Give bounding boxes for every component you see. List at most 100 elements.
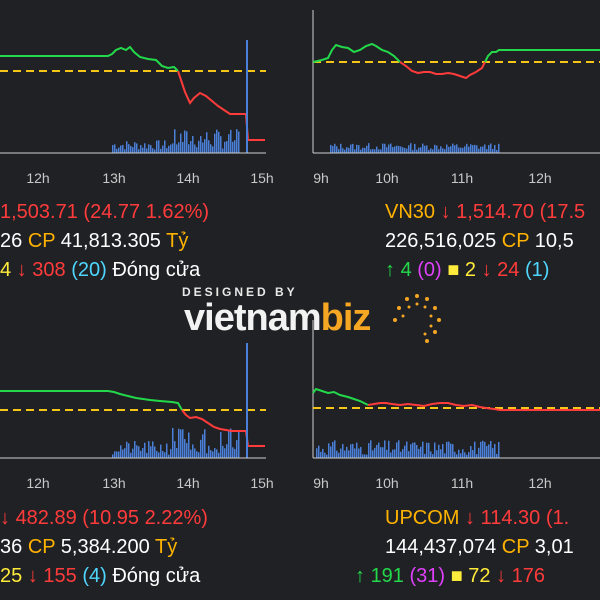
volume-bar [414,442,416,458]
square-icon: ■ [450,565,463,587]
down-count: 308 [32,259,66,281]
volume-bar [164,140,166,153]
volume-bar [364,454,366,458]
volume-bar [382,143,384,153]
volume-bar [406,148,408,153]
volume-bar [172,427,174,458]
tick-label: 11h [451,170,473,186]
price-line-down [181,409,265,447]
volume-bar [186,443,188,458]
volume-bar [326,454,328,458]
volume-bar [466,454,468,458]
volume-bar [232,141,234,153]
volume-bar [416,445,418,458]
ceiling-count: (31) [409,565,446,587]
volume-bar [496,149,498,153]
volume-bar [358,145,360,153]
volume-bar [424,145,426,153]
volume-bar [484,144,486,153]
volume-bar [162,145,164,153]
volume-bar [322,448,324,458]
volume-bar [202,434,204,458]
volume-bar [170,449,172,458]
volume-bar [144,143,146,153]
tick-label: 14h [176,170,199,186]
tick-label: 13h [102,170,125,186]
price-line-up [0,45,179,72]
volume-bar [220,432,222,458]
volume-bar [236,129,238,153]
volume-bar [442,444,444,458]
volume-bar [380,149,382,153]
volume-bar [488,444,490,458]
down-arrow-icon: ↓ [496,565,507,587]
volume-bar [430,451,432,458]
volume-bar [386,449,388,458]
volume-bar [402,147,404,153]
volume-bar [356,144,358,153]
volume-bar [216,129,218,153]
tick-label: 13h [102,475,125,491]
floor-count: (4) [82,565,107,587]
volume-bar [388,440,390,458]
volume-bar [346,446,348,458]
volume-bar [370,149,372,153]
volume-bar [206,453,208,458]
index-line: 1,503.71 (24.77 1.62%) [0,200,209,224]
volume-bar [438,149,440,153]
volume-bar [422,441,424,458]
volume-bar [458,147,460,153]
volume-bar [132,147,134,153]
ref-count: 72 [468,565,491,587]
volume-bar [360,149,362,153]
volume-bar [184,130,186,153]
down-count: 176 [511,565,546,587]
volume-bar [400,146,402,153]
volume-bar [138,149,140,153]
volume-bar [200,439,202,458]
volume-bar [118,147,120,153]
volume-bar [490,143,492,153]
volume-line: 26 CP 41,813.305 Tỷ [0,229,188,253]
volume-bar [418,147,420,153]
volume-line: 36 CP 5,384.200 Tỷ [0,535,177,559]
volume-bar [202,142,204,153]
volume-bar [410,143,412,153]
volume-bar [474,441,476,458]
index-value: 114.30 [480,507,541,529]
volume-bar [142,147,144,153]
volume-bar [408,451,410,458]
volume-bar [208,445,210,458]
watermark-brand: vietnambiz [184,297,371,340]
volume-bar [212,451,214,458]
watermark-logo: DESIGNED BY vietnambiz [182,285,441,355]
ceiling-count: (0) [417,259,442,281]
volume-bar [390,143,392,153]
volume-bar [152,148,154,153]
volume-bar [452,444,454,458]
volume-bar [126,141,128,153]
volume-bar [188,144,190,153]
volume-bar [468,452,470,458]
volume-bar [324,452,326,458]
volume-bar [420,147,422,153]
volume-bar [394,449,396,458]
volume-bar [470,144,472,153]
volume-bar [478,148,480,153]
volume-bar [204,139,206,153]
volume-bar [126,441,128,458]
volume-bar [176,448,178,458]
volume-bar [392,449,394,458]
volume-bar [158,452,160,458]
volume-line: 226,516,025 CP 10,5 [385,229,574,253]
volume-bar [124,448,126,458]
volume-bar [152,441,154,458]
volume-bar [402,449,404,458]
price-line-up [312,387,369,406]
volume-bar [486,445,488,458]
status-text: Đóng cửa [112,565,201,587]
volume-bar [490,440,492,458]
price-line-up [312,42,401,63]
volume-value: 144,437,074 [385,536,497,558]
volume-bar [454,451,456,458]
